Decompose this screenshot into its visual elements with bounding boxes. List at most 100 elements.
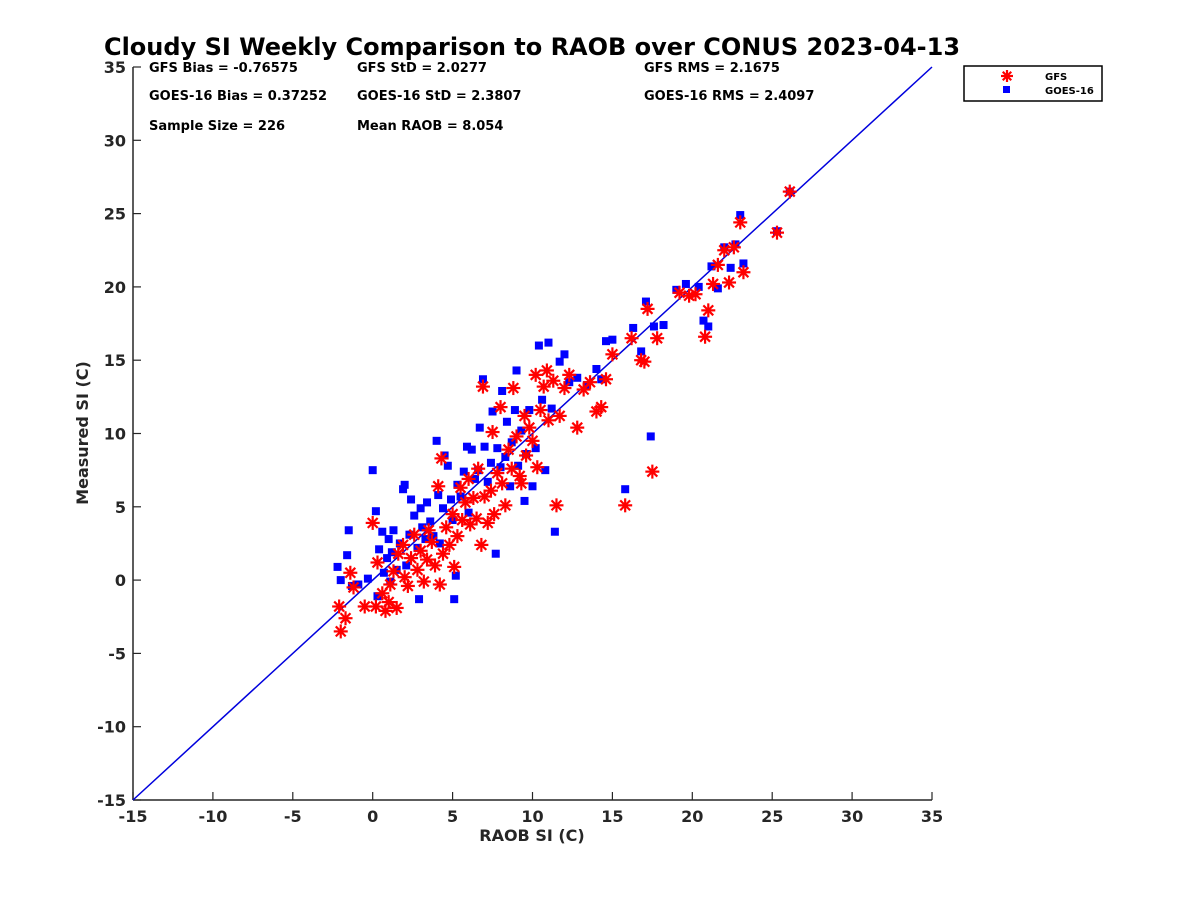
gfs-point xyxy=(549,498,564,513)
x-ticks: -15 -10 -5 0 5 10 15 20 25 30 35 xyxy=(119,792,943,826)
gfs-point xyxy=(599,372,614,387)
goes-16-point xyxy=(450,595,459,604)
legend-box xyxy=(963,65,1103,102)
gfs-point xyxy=(650,331,665,346)
gfs-point xyxy=(782,184,797,199)
x-tick-label: 5 xyxy=(447,807,458,826)
x-tick-label: 35 xyxy=(921,807,943,826)
goes-16-point xyxy=(426,517,435,526)
x-tick-label: 15 xyxy=(601,807,623,826)
goes-16-point xyxy=(573,373,582,382)
gfs-point xyxy=(421,523,436,538)
gfs-point xyxy=(400,578,415,593)
legend-gfs-marker xyxy=(1001,70,1013,82)
gfs-point xyxy=(722,275,737,290)
goes-16-point xyxy=(704,322,713,331)
goes-16-point xyxy=(451,571,460,580)
gfs-point xyxy=(557,381,572,396)
y-tick-label: 25 xyxy=(104,205,126,224)
legend-gfs-label: GFS xyxy=(1045,72,1067,83)
goes-16-point xyxy=(498,386,507,395)
gfs-point xyxy=(343,565,358,580)
goes-16-point xyxy=(402,561,411,570)
gfs-point xyxy=(466,491,481,506)
gfs-point xyxy=(688,287,703,302)
goes-16-point xyxy=(462,442,471,451)
y-axis-label: Measured SI (C) xyxy=(73,361,92,505)
gfs-point xyxy=(536,379,551,394)
goes-16-point xyxy=(418,523,427,532)
chart-title: Cloudy SI Weekly Comparison to RAOB over… xyxy=(104,33,960,61)
goes-16-point xyxy=(699,316,708,325)
goes-16-point xyxy=(514,461,523,470)
gfs-point xyxy=(528,367,543,382)
gfs-point xyxy=(386,564,401,579)
goes-16-point xyxy=(354,580,363,589)
legend-gfs-asterisk xyxy=(1001,70,1013,82)
goes-16-point xyxy=(480,442,489,451)
stat-goes-rms: GOES-16 RMS = 2.4097 xyxy=(644,89,814,104)
gfs-point xyxy=(736,265,751,280)
gfs-point xyxy=(637,354,652,369)
gfs-point xyxy=(717,243,732,258)
x-tick-label: -15 xyxy=(119,807,148,826)
goes-16-point xyxy=(434,491,443,500)
goes-16-point xyxy=(429,532,438,541)
gfs-point xyxy=(698,329,713,344)
legend: GFS GOES-16 xyxy=(963,65,1103,102)
goes-16-point xyxy=(538,395,547,404)
goes-16-point xyxy=(501,452,510,461)
y-ticks: -15 -10 -5 0 5 10 15 20 25 30 35 xyxy=(97,58,141,810)
goes-16-point xyxy=(416,504,425,513)
gfs-point xyxy=(407,527,422,542)
gfs-point xyxy=(447,559,462,574)
goes-16-point xyxy=(726,263,735,272)
gfs-point xyxy=(471,461,486,476)
goes-16-point xyxy=(646,432,655,441)
gfs-point xyxy=(769,225,784,240)
goes-16-point xyxy=(343,551,352,560)
goes-16-point xyxy=(736,211,745,220)
goes-16-point xyxy=(493,444,502,453)
gfs-point xyxy=(383,577,398,592)
gfs-point xyxy=(701,303,716,318)
reference-line xyxy=(132,66,933,801)
goes-16-point xyxy=(478,375,487,384)
gfs-point xyxy=(469,511,484,526)
goes-16-point xyxy=(507,438,516,447)
stat-gfs-std: GFS StD = 2.0277 xyxy=(357,61,487,76)
goes-16-point xyxy=(389,526,398,535)
goes-16-point xyxy=(375,545,384,554)
gfs-point xyxy=(332,599,347,614)
gfs-point xyxy=(498,498,513,513)
goes-16-point xyxy=(565,378,574,387)
goes-16-point xyxy=(415,595,424,604)
gfs-point xyxy=(640,301,655,316)
goes-16-point xyxy=(432,436,441,445)
goes-16-point xyxy=(333,562,342,571)
gfs-point xyxy=(375,586,390,601)
gfs-point xyxy=(338,611,353,626)
goes-16-point xyxy=(486,458,495,467)
goes-16-point xyxy=(602,337,611,346)
goes-16-point xyxy=(608,335,617,344)
gfs-point xyxy=(594,400,609,415)
x-axis-label: RAOB SI (C) xyxy=(479,826,584,845)
x-tick-label: 10 xyxy=(521,807,543,826)
y-tick-label: 35 xyxy=(104,58,126,77)
gfs-point xyxy=(533,403,548,418)
y-tick-label: -10 xyxy=(97,718,126,737)
gfs-point xyxy=(450,529,465,544)
gfs-point xyxy=(442,537,457,552)
goes-16-point xyxy=(512,366,521,375)
y-tick-label: 15 xyxy=(104,351,126,370)
x-tick-label: 30 xyxy=(841,807,863,826)
gfs-point xyxy=(461,471,476,486)
goes-16-point xyxy=(378,527,387,536)
gfs-point xyxy=(530,460,545,475)
goes-16-point xyxy=(681,279,690,288)
goes-16-point xyxy=(447,495,456,504)
goes-16-point xyxy=(502,417,511,426)
gfs-series xyxy=(332,184,797,639)
